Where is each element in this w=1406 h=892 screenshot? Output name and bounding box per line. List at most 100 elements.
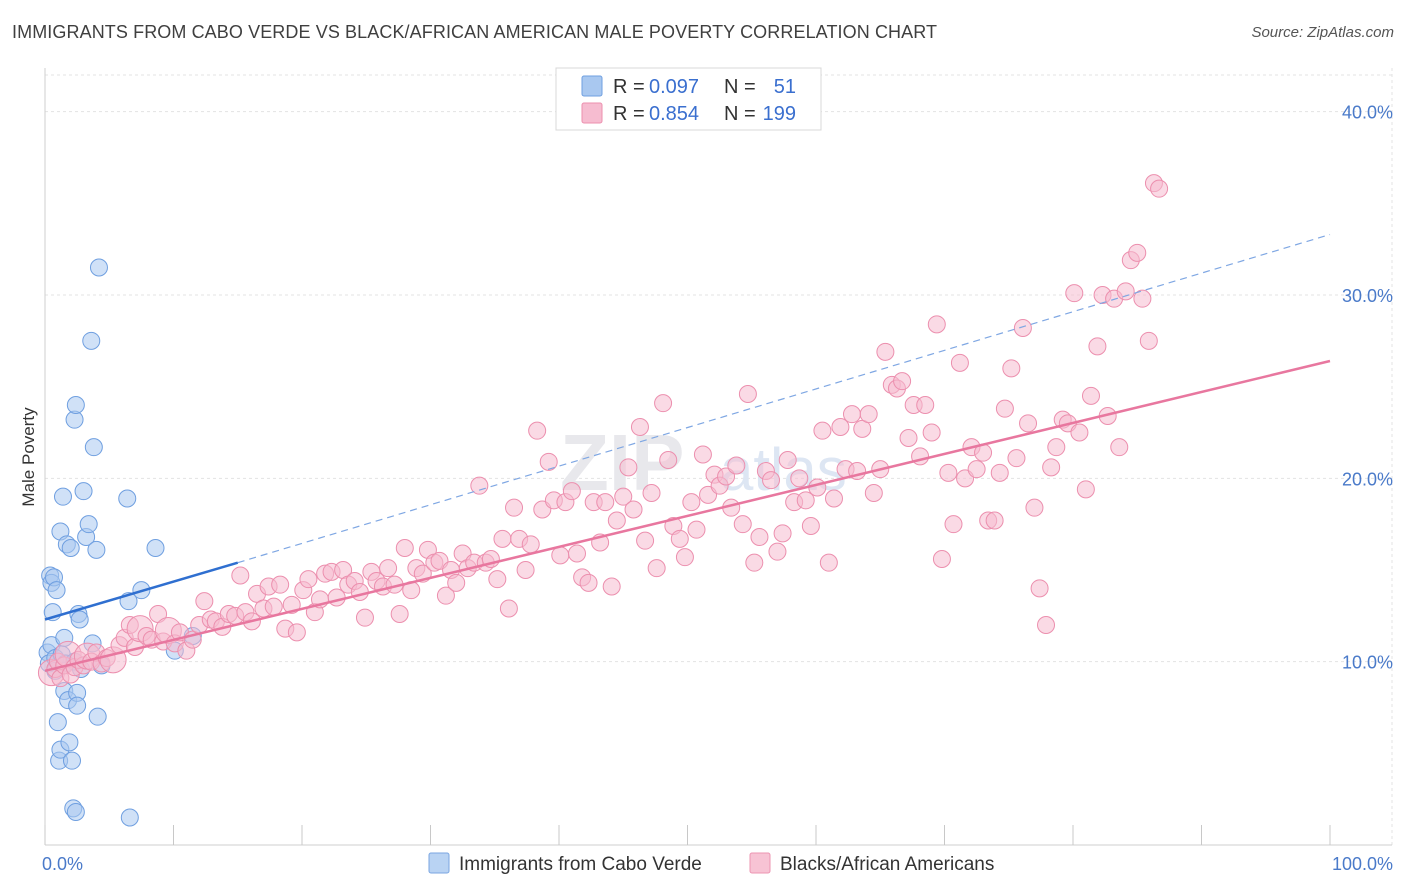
gridlines <box>45 68 1393 845</box>
point-black-african-american-196 <box>1139 331 1158 350</box>
point-black-african-american-133 <box>778 451 797 469</box>
y-tick-label-1: 20.0% <box>1342 469 1393 489</box>
point-black-african-american-160 <box>932 550 951 568</box>
point-cabo-verde-32 <box>70 610 89 629</box>
trend-lines <box>44 233 1331 673</box>
point-black-african-american-110 <box>647 559 666 578</box>
point-black-african-american-89 <box>528 421 547 440</box>
point-black-african-american-131 <box>768 542 787 561</box>
point-black-african-american-162 <box>944 515 963 534</box>
point-black-african-american-73 <box>436 586 455 605</box>
point-black-african-american-95 <box>562 482 581 501</box>
series-legend: Immigrants from Cabo Verde Blacks/Africa… <box>428 852 994 875</box>
point-black-african-american-187 <box>1088 337 1107 356</box>
point-cabo-verde-9 <box>47 581 66 600</box>
point-black-african-american-161 <box>939 463 958 482</box>
point-black-african-american-148 <box>864 484 883 502</box>
point-black-african-american-49 <box>299 570 318 589</box>
point-black-african-american-184 <box>1070 423 1089 442</box>
legend-swatch-black-african-american <box>581 102 603 124</box>
point-cabo-verde-42 <box>89 258 108 277</box>
point-black-african-american-142 <box>831 418 850 436</box>
point-cabo-verde-37 <box>82 331 101 350</box>
point-black-african-american-138 <box>808 478 827 497</box>
point-black-african-american-166 <box>967 460 986 479</box>
point-black-african-american-174 <box>1013 319 1032 337</box>
point-black-african-american-88 <box>521 535 540 554</box>
point-black-african-american-159 <box>927 315 946 334</box>
point-black-african-american-63 <box>379 559 398 578</box>
point-black-african-american-65 <box>390 605 409 623</box>
point-black-african-american-79 <box>470 476 489 495</box>
point-cabo-verde-40 <box>87 540 106 559</box>
point-black-african-american-91 <box>539 452 558 471</box>
point-black-african-american-75 <box>447 573 466 592</box>
point-cabo-verde-27 <box>66 396 85 414</box>
point-cabo-verde-23 <box>62 751 81 770</box>
point-black-african-american-172 <box>1002 359 1021 378</box>
y-axis-label: Male Poverty <box>19 407 38 507</box>
point-black-african-american-180 <box>1047 438 1066 457</box>
point-black-african-american-58 <box>350 583 369 601</box>
point-black-african-american-173 <box>1007 449 1026 468</box>
point-black-african-american-85 <box>505 498 524 517</box>
point-black-african-american-124 <box>727 456 746 475</box>
point-black-african-american-83 <box>493 529 512 548</box>
x-tick-label-max: 100.0% <box>1332 854 1393 874</box>
point-cabo-verde-28 <box>66 803 85 821</box>
legend-r-label-1: R = <box>613 76 645 98</box>
point-black-african-american-112 <box>659 451 678 469</box>
x-tick-label-min: 0.0% <box>42 854 83 874</box>
point-cabo-verde-41 <box>88 707 107 726</box>
point-black-african-american-47 <box>287 623 306 642</box>
point-black-african-american-198 <box>1150 179 1169 198</box>
point-cabo-verde-15 <box>53 487 72 506</box>
point-black-african-american-136 <box>796 491 815 510</box>
point-black-african-american-171 <box>995 399 1014 418</box>
point-black-african-american-114 <box>670 529 689 548</box>
point-black-african-american-82 <box>488 570 507 589</box>
legend-r-value-2: 0.854 <box>649 103 699 125</box>
y-tick-labels: 10.0% 20.0% 30.0% 40.0% <box>1342 103 1393 673</box>
point-black-african-american-126 <box>738 385 757 403</box>
point-cabo-verde-39 <box>84 438 103 457</box>
legend-n-value-1: 51 <box>774 76 796 98</box>
point-black-african-american-44 <box>271 575 290 594</box>
chart-title: IMMIGRANTS FROM CABO VERDE VS BLACK/AFRI… <box>12 22 938 42</box>
point-black-african-american-153 <box>893 372 912 391</box>
point-black-african-american-140 <box>819 553 838 572</box>
bottom-legend-label-cabo-verde: Immigrants from Cabo Verde <box>459 854 702 875</box>
point-black-african-american-177 <box>1030 579 1049 598</box>
point-black-african-american-84 <box>499 599 518 618</box>
point-black-african-american-111 <box>654 394 673 413</box>
point-cabo-verde-30 <box>68 696 87 715</box>
point-black-african-american-183 <box>1065 284 1084 303</box>
correlation-legend: R = 0.097 N = 51 R = 0.854 N = 199 <box>555 67 822 131</box>
point-black-african-american-139 <box>813 421 832 440</box>
legend-n-label-2: N = <box>724 103 756 125</box>
point-black-african-american-186 <box>1081 386 1100 405</box>
x-tick-labels: 0.0% 100.0% <box>42 854 1393 874</box>
point-black-african-american-43 <box>264 597 283 616</box>
point-black-african-american-195 <box>1133 289 1152 308</box>
series-cabo-verde <box>38 258 202 827</box>
point-black-african-american-109 <box>642 484 661 502</box>
point-cabo-verde-34 <box>74 482 93 501</box>
bottom-legend-swatch-black-african-american <box>749 852 771 874</box>
point-black-african-american-66 <box>395 539 414 557</box>
point-black-african-american-101 <box>596 493 615 512</box>
point-black-african-american-194 <box>1128 243 1147 262</box>
point-black-african-american-116 <box>682 493 701 512</box>
point-black-african-american-102 <box>602 577 621 596</box>
point-black-african-american-130 <box>762 471 781 490</box>
point-cabo-verde-46 <box>120 808 139 827</box>
point-black-african-american-93 <box>551 546 570 565</box>
point-black-african-american-185 <box>1076 480 1095 499</box>
point-black-african-american-178 <box>1037 616 1056 634</box>
point-black-african-american-115 <box>675 548 694 567</box>
point-black-african-american-176 <box>1025 498 1044 517</box>
source-label: Source: ZipAtlas.com <box>1251 24 1394 41</box>
point-black-african-american-105 <box>619 458 638 477</box>
point-black-african-american-144 <box>842 405 861 424</box>
point-black-african-american-132 <box>773 524 792 543</box>
